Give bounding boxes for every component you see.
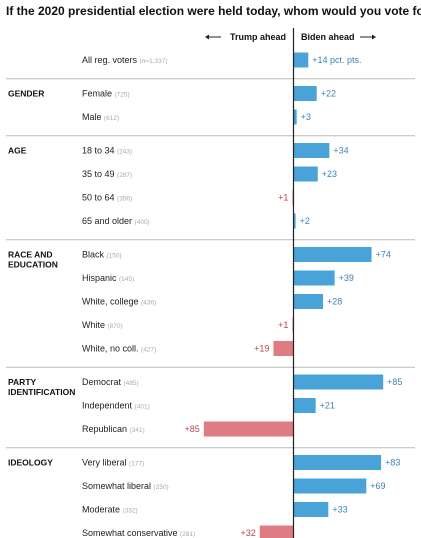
biden-bar — [293, 86, 317, 101]
row-sample-size: (150) — [107, 253, 122, 260]
group-label-3: RACE AND EDUCATION — [8, 250, 58, 270]
row-label: White (870) — [82, 320, 123, 330]
row-label: 65 and older (400) — [82, 216, 150, 226]
bar-value-label: +74 — [376, 250, 391, 260]
bar-value-label: +28 — [327, 297, 342, 307]
bar-value-label: +21 — [320, 401, 335, 411]
row-sample-size: (341) — [130, 427, 145, 434]
bar-value-label: +3 — [301, 112, 311, 122]
row-label: Very liberal (177) — [82, 458, 144, 468]
chart-title: If the 2020 presidential election were h… — [6, 4, 421, 18]
biden-bar — [293, 143, 330, 158]
trump-bar — [259, 525, 294, 538]
trump-arrow-icon — [205, 34, 209, 40]
row-sample-size: (401) — [135, 404, 150, 411]
row-sample-size: (145) — [119, 276, 134, 283]
biden-bar — [293, 270, 335, 286]
group-label-2: AGE — [8, 146, 27, 156]
biden-arrow-icon — [372, 34, 376, 40]
biden-bar — [293, 455, 382, 470]
bar-value-label: +85 — [185, 424, 200, 434]
biden-bar — [293, 247, 372, 262]
bar-value-label: +83 — [385, 458, 400, 468]
biden-bar — [293, 52, 309, 68]
row-sample-size: (177) — [129, 461, 144, 468]
bar-value-label: +34 — [333, 146, 348, 156]
trump-ahead-header: Trump ahead — [230, 32, 286, 42]
bar-value-label: +2 — [300, 216, 310, 226]
trump-bar — [203, 421, 294, 437]
row-sample-size: (332) — [123, 508, 138, 515]
group-label-5: IDEOLOGY — [8, 458, 53, 468]
biden-ahead-header: Biden ahead — [301, 32, 355, 42]
row-sample-size: (281) — [180, 531, 195, 538]
row-sample-size: (356) — [117, 196, 132, 203]
row-sample-size: (287) — [117, 172, 132, 179]
row-label: Somewhat liberal (250) — [82, 481, 169, 491]
row-label: All reg. voters (n=1,337) — [82, 55, 168, 65]
biden-bar — [293, 478, 367, 494]
row-label: Somewhat conservative (281) — [82, 528, 195, 538]
row-label: Black (150) — [82, 250, 122, 260]
biden-bar — [293, 398, 316, 413]
row-sample-size: (725) — [115, 92, 130, 99]
bar-value-label: +69 — [370, 481, 385, 491]
trump-bar — [273, 341, 294, 356]
row-label: Democrat (485) — [82, 377, 139, 387]
bar-value-label: +33 — [332, 505, 347, 515]
row-label: Independent (401) — [82, 401, 150, 411]
row-sample-size: (436) — [141, 300, 156, 307]
row-label: Moderate (332) — [82, 505, 138, 515]
bar-value-label: +85 — [387, 377, 402, 387]
row-label: Hispanic (145) — [82, 273, 134, 283]
row-sample-size: (870) — [108, 323, 123, 330]
row-label: 18 to 34 (243) — [82, 146, 132, 156]
row-sample-size: (400) — [135, 219, 150, 226]
row-label: 35 to 49 (287) — [82, 169, 132, 179]
row-sample-size: (n=1,337) — [140, 58, 168, 65]
biden-bar — [293, 166, 318, 182]
group-label-1: GENDER — [8, 89, 44, 99]
row-label: White, no coll. (427) — [82, 344, 156, 354]
biden-bar — [293, 213, 296, 229]
row-label: Male (612) — [82, 112, 119, 122]
row-sample-size: (612) — [104, 115, 119, 122]
group-label-4: PARTY IDENTIFICATION — [8, 377, 75, 397]
row-label: 50 to 64 (356) — [82, 193, 132, 203]
bar-value-label: +19 — [254, 344, 269, 354]
row-label: Female (725) — [82, 89, 130, 99]
biden-bar — [293, 374, 384, 390]
row-label: White, college (436) — [82, 297, 156, 307]
row-label: Republican (341) — [82, 424, 145, 434]
bar-value-label: +22 — [321, 89, 336, 99]
row-sample-size: (485) — [124, 380, 139, 387]
bar-value-label: +23 — [322, 169, 337, 179]
bar-value-label: +14 pct. pts. — [312, 55, 361, 65]
row-sample-size: (243) — [117, 149, 132, 156]
row-sample-size: (427) — [141, 347, 156, 354]
bar-value-label: +1 — [278, 193, 288, 203]
bar-value-label: +32 — [240, 528, 255, 538]
bar-value-label: +1 — [278, 320, 288, 330]
biden-bar — [293, 294, 324, 309]
bar-value-label: +39 — [339, 273, 354, 283]
row-sample-size: (250) — [154, 484, 169, 491]
biden-bar — [293, 109, 297, 125]
biden-bar — [293, 502, 329, 517]
